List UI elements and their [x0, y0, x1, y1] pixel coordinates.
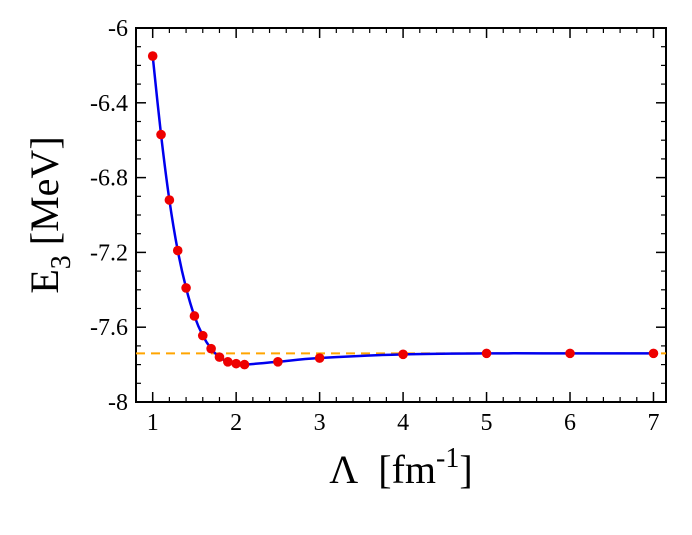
data-point-marker — [197, 330, 208, 341]
x-tick-label: 6 — [564, 410, 576, 436]
y-tick-label: -7.6 — [90, 315, 128, 341]
y-axis-label: E3 [MeV] — [22, 136, 77, 293]
x-tick-label: 7 — [647, 410, 659, 436]
x-tick-label: 3 — [314, 410, 326, 436]
x-axis-label: Λ [fm-1] — [329, 443, 472, 492]
data-point-marker — [273, 356, 283, 367]
data-point-marker — [214, 352, 225, 362]
energy-curve-line — [151, 55, 654, 366]
data-point-marker — [206, 343, 216, 354]
data-point-marker — [481, 348, 492, 359]
data-point-marker — [189, 311, 200, 321]
data-point-marker — [223, 356, 233, 367]
data-point-marker — [239, 359, 250, 370]
y-axis-label-symbol: E — [22, 269, 67, 293]
x-axis-label-symbol: Λ [fm — [329, 447, 436, 492]
data-point-marker — [314, 353, 325, 363]
x-tick-label: 1 — [147, 410, 159, 436]
y-tick-label: -6 — [108, 16, 128, 42]
y-tick-label: -7.2 — [90, 240, 128, 266]
x-tick-label: 2 — [230, 410, 242, 436]
y-tick-label: -8 — [108, 390, 128, 416]
data-point-marker — [648, 348, 659, 359]
y-tick-label: -6.4 — [90, 91, 128, 117]
x-axis-label-close: ] — [459, 447, 472, 492]
y-axis-label-subscript: 3 — [46, 255, 77, 269]
data-point-marker — [565, 348, 575, 359]
y-axis-label-unit: [MeV] — [22, 136, 67, 255]
data-point-marker — [147, 51, 158, 61]
x-tick-label: 4 — [397, 410, 409, 436]
plot-layer: 1 2 3 4 5 6 7 -8 -7.6 -7.2 -6.8 -6.4 -6 — [90, 16, 667, 436]
data-point-marker — [164, 195, 175, 205]
data-point-marker — [231, 358, 241, 369]
data-point-marker — [172, 245, 183, 256]
data-point-marker — [398, 349, 408, 360]
data-point-marker — [156, 129, 166, 140]
data-group — [136, 51, 666, 370]
data-point-marker — [181, 283, 191, 293]
plot-frame — [135, 27, 667, 403]
x-tick-label: 5 — [481, 410, 493, 436]
y-tick-label: -6.8 — [90, 166, 128, 192]
x-axis-label-superscript: -1 — [436, 443, 459, 474]
